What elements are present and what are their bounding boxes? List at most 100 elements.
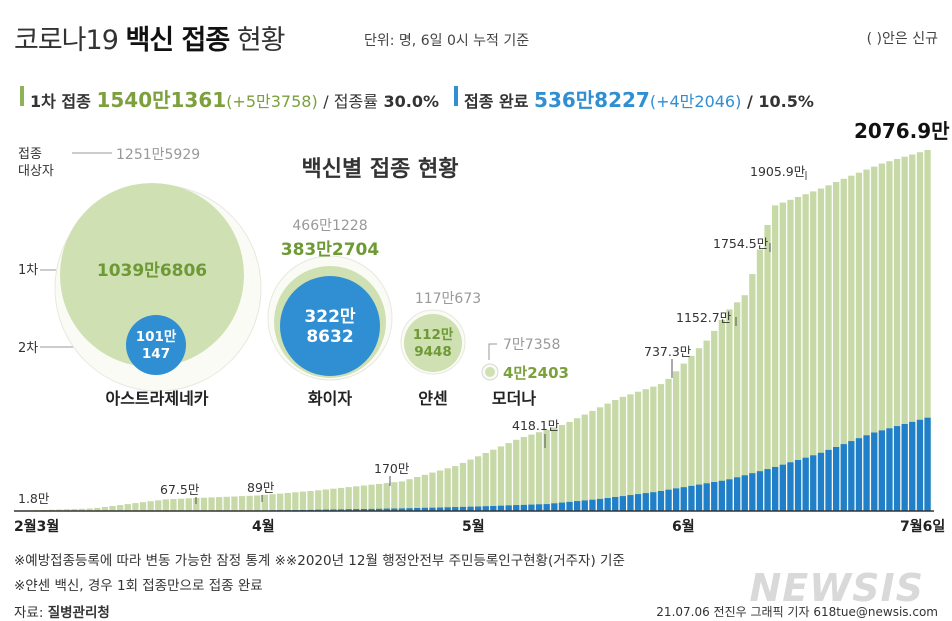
pfizer-first-value: 383만2704: [281, 240, 380, 260]
data-label: 1754.5만: [713, 236, 769, 251]
data-label: 1.8만: [18, 491, 50, 506]
x-tick-label: 2월3월: [14, 518, 59, 535]
bar-complete: [596, 498, 604, 511]
bar-complete: [650, 492, 657, 511]
bar-first-dose: [177, 498, 185, 511]
bar-first-dose: [734, 302, 741, 511]
bar-first-dose: [277, 493, 284, 511]
row-label-target: 접종 대상자: [18, 147, 54, 179]
pfizer-name: 화이자: [308, 389, 352, 408]
bar-first-dose: [528, 434, 535, 511]
bar-complete: [589, 499, 596, 511]
bar-first-dose: [155, 500, 162, 511]
bar-first-dose: [429, 472, 436, 511]
bar-complete: [604, 498, 611, 511]
bar-first-dose: [231, 496, 238, 511]
moderna-first-circle: [485, 367, 495, 377]
bar-first-dose: [490, 449, 497, 511]
row-label-first: 1차: [18, 263, 38, 278]
bar-first-dose: [680, 363, 687, 511]
data-label: 89만: [247, 480, 275, 495]
pfizer-second-circle: [280, 276, 380, 376]
bar-first-dose: [612, 400, 619, 511]
bar-first-dose: [642, 389, 649, 511]
bar-complete: [794, 460, 802, 511]
bar-complete: [802, 457, 809, 511]
bar-first-dose: [505, 443, 512, 511]
x-tick-label: 7월6일: [900, 518, 945, 535]
bar-first-dose: [284, 492, 291, 511]
bar-first-dose: [901, 156, 908, 511]
bar-first-dose: [261, 494, 268, 511]
bar-first-dose: [695, 348, 703, 511]
bar-complete: [634, 494, 642, 511]
bar-complete: [848, 441, 855, 511]
janssen-first-value-a: 112만: [413, 327, 454, 343]
bar-first-dose: [863, 169, 870, 511]
credit: 21.07.06 전진우 그래픽 기자 618tue@newsis.com: [656, 605, 938, 619]
bar-first-dose: [398, 481, 406, 511]
new-note: ( )안은 신규: [866, 31, 938, 47]
bar-complete: [535, 504, 543, 511]
bar-first-dose: [589, 410, 596, 511]
bar-first-dose: [208, 497, 215, 511]
newsis-logo: NEWSIS: [749, 566, 924, 610]
bar-first-dose: [475, 456, 482, 511]
bar-first-dose: [368, 484, 375, 511]
bar-complete: [406, 508, 413, 511]
bar-first-dose: [78, 508, 86, 511]
bar-first-dose: [482, 453, 489, 511]
data-label: 2076.9만: [854, 119, 950, 143]
x-tick-label: 5월: [462, 518, 485, 535]
bar-complete: [680, 487, 687, 511]
bar-first-dose: [414, 477, 421, 511]
bar-complete: [543, 504, 550, 511]
bar-first-dose: [383, 483, 390, 511]
bar-first-dose: [315, 490, 322, 511]
bar-first-dose: [330, 488, 337, 511]
bar-first-dose: [833, 182, 840, 511]
bar-complete: [810, 455, 817, 511]
bar-first-dose: [117, 505, 124, 511]
bar-first-dose: [353, 486, 360, 511]
bar-first-dose: [574, 418, 581, 511]
bar-complete: [718, 480, 725, 511]
moderna-first-value: 4만2403: [503, 364, 569, 382]
bar-first-dose: [604, 403, 611, 511]
bar-complete: [612, 497, 619, 511]
source: 자료: 질병관리청: [14, 605, 110, 621]
bar-first-dose: [665, 378, 672, 511]
bar-first-dose: [299, 491, 307, 511]
bar-complete: [886, 428, 893, 511]
bar-first-dose: [124, 504, 131, 511]
janssen-name: 얀센: [418, 389, 447, 408]
bar-first-dose: [292, 492, 299, 511]
bar-first-dose: [558, 425, 566, 511]
bar-complete: [787, 462, 794, 511]
bar-complete: [459, 506, 467, 511]
bar-complete: [657, 491, 665, 511]
bar-complete: [574, 501, 581, 511]
bar-complete: [520, 504, 527, 511]
bar-first-dose: [360, 485, 368, 511]
bubble-chart: 백신별 접종 현황 접종 대상자 1차 2차 1251만5929 1039만680…: [18, 147, 569, 408]
bar-first-dose: [216, 497, 223, 511]
bar-complete: [429, 507, 436, 511]
bar-first-dose: [391, 482, 398, 511]
bar-complete: [901, 424, 908, 511]
bar-complete: [452, 507, 459, 511]
az-first-circle: [60, 183, 244, 367]
bar-complete: [688, 485, 695, 511]
bar-first-dose: [756, 249, 764, 511]
bar-first-dose: [916, 152, 924, 511]
bar-complete: [513, 505, 520, 511]
bar-complete: [619, 496, 626, 511]
pfizer-second-value-a: 322만: [304, 307, 355, 327]
bar-first-dose: [878, 163, 885, 511]
az-second-value-a: 101만: [136, 329, 177, 345]
bar-complete: [734, 477, 741, 511]
data-label: 1905.9만: [750, 164, 806, 179]
bar-complete: [558, 502, 566, 511]
bar-first-dose: [406, 479, 413, 511]
bar-first-dose: [132, 503, 139, 511]
